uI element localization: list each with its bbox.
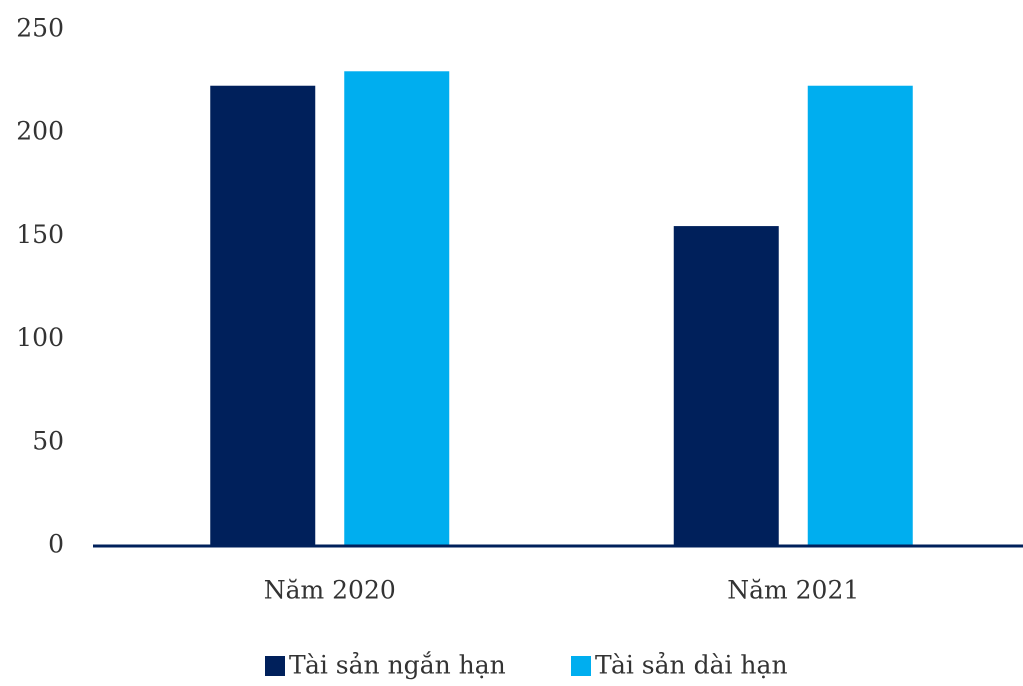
y-tick-label: 100 [16,323,64,352]
legend-swatch [571,656,591,676]
legend-label: Tài sản ngắn hạn [289,651,506,680]
x-tick-label: Năm 2021 [727,576,859,605]
bar [807,85,913,546]
y-tick-label: 250 [16,14,64,43]
legend-label: Tài sản dài hạn [595,651,788,680]
y-tick-label: 50 [32,426,64,455]
bar [344,71,450,546]
bar [673,226,779,546]
y-tick-label: 0 [48,530,64,559]
legend-swatch [265,656,285,676]
y-tick-label: 200 [16,117,64,146]
bar [210,85,316,546]
x-tick-label: Năm 2020 [264,576,396,605]
y-tick-label: 150 [16,220,64,249]
